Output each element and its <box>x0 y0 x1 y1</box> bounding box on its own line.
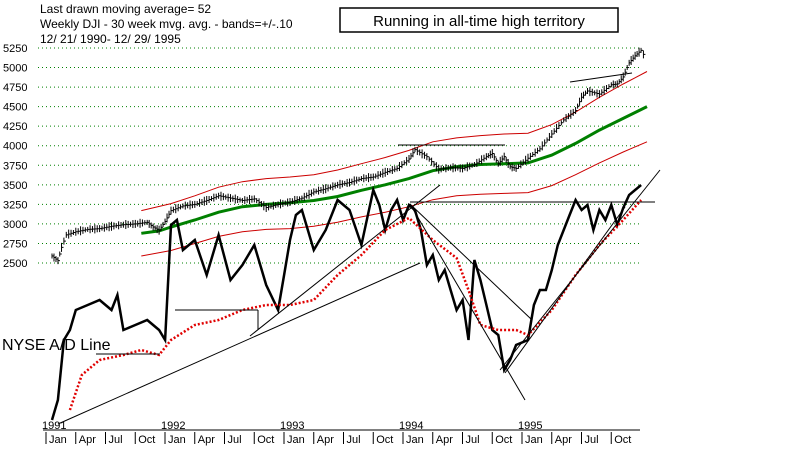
y-axis-tick-labels: 2500 2750 3000 3250 3500 3750 4000 4250 4500 4750… <box>3 43 27 270</box>
month-label: Oct <box>614 434 631 446</box>
header-line-1: Last drawn moving average= 52 <box>40 2 211 16</box>
trendline-1994-steep <box>409 203 526 401</box>
header-line-2: Weekly DJI - 30 week mvg. avg. - bands=+… <box>40 17 293 31</box>
trendline-1995-lower <box>504 206 626 374</box>
y-tick-label: 3250 <box>3 199 27 211</box>
trendlines <box>57 72 661 425</box>
month-label: Jul <box>109 434 123 446</box>
y-tick-label: 2750 <box>3 238 27 250</box>
month-label: Oct <box>138 434 155 446</box>
month-label: Jan <box>168 434 186 446</box>
month-label: Jan <box>406 434 424 446</box>
x-axis-ticks: 1991 1992 1993 1994 1995 Jan Apr Jul Oct Jan Apr Ju… <box>42 420 631 446</box>
y-tick-label: 4750 <box>3 82 27 94</box>
lower-band-line <box>141 141 648 257</box>
month-label: Apr <box>317 434 334 446</box>
month-label: Jan <box>287 434 305 446</box>
month-label: Jul <box>228 434 242 446</box>
y-tick-label: 3750 <box>3 160 27 172</box>
y-tick-label: 3000 <box>3 219 27 231</box>
month-label: Jan <box>49 434 67 446</box>
resistance-line-dji-high <box>569 72 633 83</box>
y-tick-label: 2500 <box>3 258 27 270</box>
ad-line-label: NYSE A/D Line <box>2 337 111 354</box>
ad-moving-average-dotted <box>68 199 643 411</box>
y-tick-label: 5250 <box>3 43 27 55</box>
month-label: Oct <box>376 434 393 446</box>
month-label: Apr <box>198 434 215 446</box>
dji-weekly-bars <box>51 47 646 265</box>
trendline-long-support <box>57 262 421 425</box>
month-label: Oct <box>495 434 512 446</box>
year-label: 1992 <box>161 420 185 432</box>
trendline-1992-support <box>249 184 441 337</box>
month-label: Oct <box>257 434 274 446</box>
upper-band-line <box>141 71 648 212</box>
month-label: Jan <box>525 434 543 446</box>
year-label: 1991 <box>42 420 66 432</box>
month-label: Jul <box>466 434 480 446</box>
month-label: Apr <box>79 434 96 446</box>
moving-average-line <box>141 105 648 235</box>
month-label: Apr <box>436 434 453 446</box>
month-label: Jul <box>347 434 361 446</box>
year-label: 1994 <box>399 420 423 432</box>
year-label: 1993 <box>280 420 304 432</box>
y-tick-label: 4000 <box>3 141 27 153</box>
trendline-1994-decline <box>409 203 532 320</box>
y-tick-label: 5000 <box>3 63 27 75</box>
y-tick-label: 4250 <box>3 121 27 133</box>
y-tick-label: 3500 <box>3 180 27 192</box>
year-label: 1995 <box>518 420 542 432</box>
y-tick-label: 4500 <box>3 102 27 114</box>
header-line-3: 12/ 21/ 1990- 12/ 29/ 1995 <box>40 32 181 46</box>
month-label: Apr <box>555 434 572 446</box>
annotation-box <box>339 7 619 33</box>
annotation-text: Running in all-time high territory <box>373 13 585 30</box>
month-label: Jul <box>585 434 599 446</box>
